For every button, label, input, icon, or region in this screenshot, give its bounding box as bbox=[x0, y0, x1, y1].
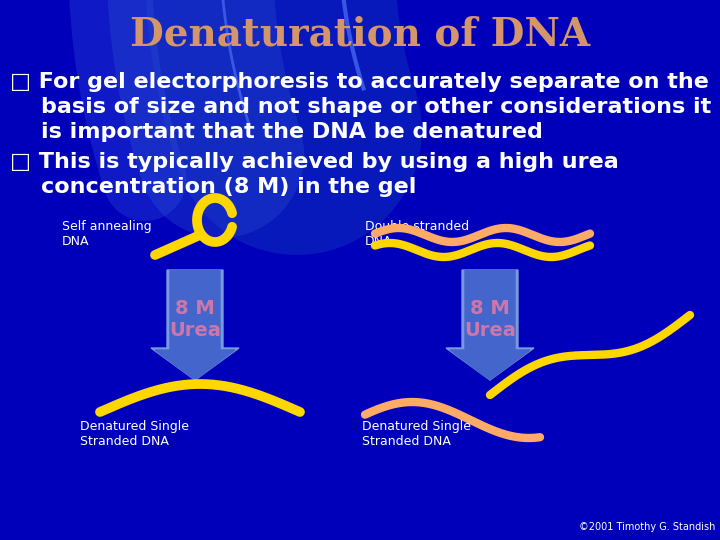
Text: is important that the DNA be denatured: is important that the DNA be denatured bbox=[10, 122, 543, 142]
Text: Denatured Single
Stranded DNA: Denatured Single Stranded DNA bbox=[80, 420, 189, 448]
Text: Self annealing
DNA: Self annealing DNA bbox=[62, 220, 152, 248]
Text: Denaturation of DNA: Denaturation of DNA bbox=[130, 16, 590, 54]
Text: 8 M
Urea: 8 M Urea bbox=[464, 299, 516, 340]
Text: □ For gel electorphoresis to accurately separate on the: □ For gel electorphoresis to accurately … bbox=[10, 72, 709, 92]
Text: ©2001 Timothy G. Standish: ©2001 Timothy G. Standish bbox=[579, 522, 715, 532]
Text: basis of size and not shape or other considerations it: basis of size and not shape or other con… bbox=[10, 97, 711, 117]
Text: Denatured Single
Stranded DNA: Denatured Single Stranded DNA bbox=[362, 420, 471, 448]
FancyArrow shape bbox=[446, 270, 534, 380]
Text: 8 M
Urea: 8 M Urea bbox=[169, 299, 221, 340]
FancyArrow shape bbox=[450, 270, 530, 380]
Text: Double stranded
DNA: Double stranded DNA bbox=[365, 220, 469, 248]
FancyArrow shape bbox=[151, 270, 239, 380]
Text: concentration (8 M) in the gel: concentration (8 M) in the gel bbox=[10, 177, 416, 197]
FancyArrow shape bbox=[155, 270, 235, 380]
Text: □ This is typically achieved by using a high urea: □ This is typically achieved by using a … bbox=[10, 152, 618, 172]
